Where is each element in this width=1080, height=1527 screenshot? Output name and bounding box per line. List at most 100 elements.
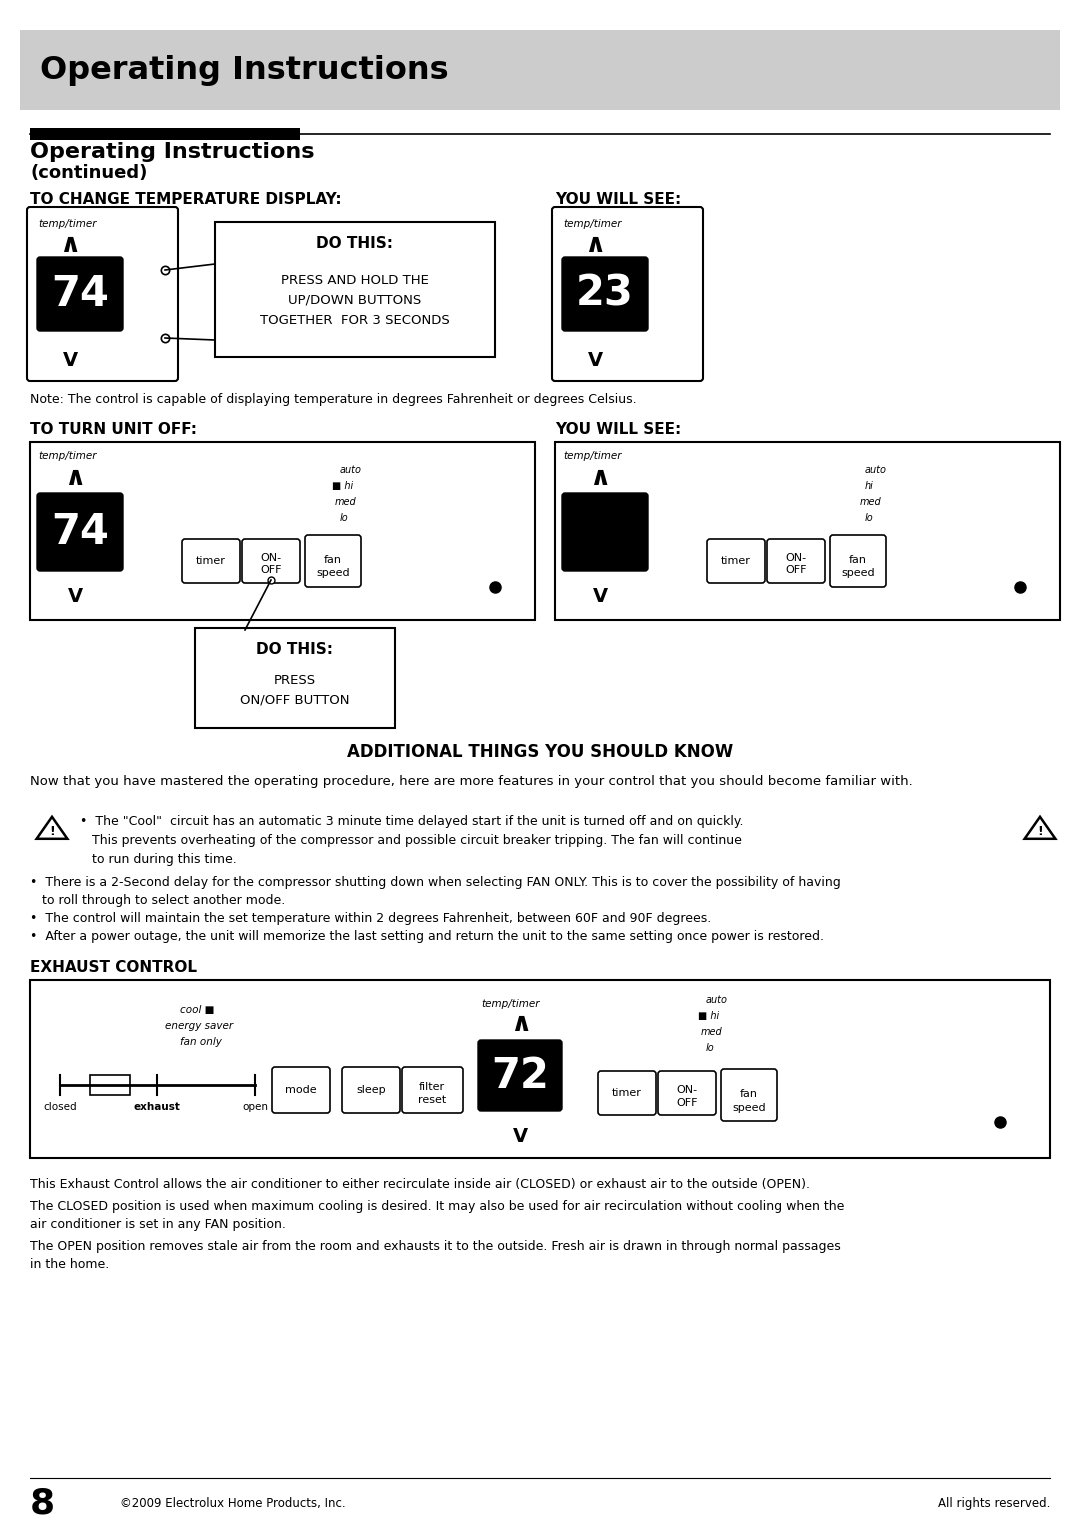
Text: auto: auto xyxy=(865,466,887,475)
Text: closed: closed xyxy=(43,1102,77,1112)
FancyBboxPatch shape xyxy=(305,534,361,586)
Polygon shape xyxy=(1025,817,1055,838)
Text: reset: reset xyxy=(418,1095,446,1106)
Text: exhaust: exhaust xyxy=(134,1102,180,1112)
Text: Note: The control is capable of displaying temperature in degrees Fahrenheit or : Note: The control is capable of displayi… xyxy=(30,394,636,406)
Text: TO CHANGE TEMPERATURE DISPLAY:: TO CHANGE TEMPERATURE DISPLAY: xyxy=(30,192,341,208)
Text: TO TURN UNIT OFF:: TO TURN UNIT OFF: xyxy=(30,423,197,438)
Text: med: med xyxy=(335,496,356,507)
Text: timer: timer xyxy=(197,556,226,567)
FancyBboxPatch shape xyxy=(30,441,535,620)
Text: timer: timer xyxy=(721,556,751,567)
FancyBboxPatch shape xyxy=(562,493,648,571)
Text: ∧: ∧ xyxy=(584,232,606,258)
Text: OFF: OFF xyxy=(785,565,807,576)
Text: ©2009 Electrolux Home Products, Inc.: ©2009 Electrolux Home Products, Inc. xyxy=(120,1498,346,1510)
Text: 74: 74 xyxy=(51,512,109,553)
Bar xyxy=(30,128,300,140)
Text: med: med xyxy=(701,1028,723,1037)
Text: temp/timer: temp/timer xyxy=(563,450,621,461)
Text: cool ■: cool ■ xyxy=(180,1005,214,1015)
Text: All rights reserved.: All rights reserved. xyxy=(937,1498,1050,1510)
Text: V: V xyxy=(588,351,603,370)
Text: lo: lo xyxy=(865,513,874,524)
FancyBboxPatch shape xyxy=(242,539,300,583)
Text: filter: filter xyxy=(419,1083,445,1092)
Text: mode: mode xyxy=(285,1086,316,1095)
FancyBboxPatch shape xyxy=(30,980,1050,1157)
Text: V: V xyxy=(512,1127,527,1145)
Text: Operating Instructions: Operating Instructions xyxy=(40,55,448,86)
Text: energy saver: energy saver xyxy=(165,1022,233,1031)
Text: This Exhaust Control allows the air conditioner to either recirculate inside air: This Exhaust Control allows the air cond… xyxy=(30,1177,810,1191)
Text: OFF: OFF xyxy=(676,1098,698,1109)
FancyBboxPatch shape xyxy=(658,1070,716,1115)
Text: •  There is a 2-Second delay for the compressor shutting down when selecting FAN: • There is a 2-Second delay for the comp… xyxy=(30,876,840,907)
Text: 8: 8 xyxy=(30,1487,55,1521)
FancyBboxPatch shape xyxy=(27,208,178,382)
Text: temp/timer: temp/timer xyxy=(38,218,96,229)
Text: fan: fan xyxy=(324,554,342,565)
FancyBboxPatch shape xyxy=(767,539,825,583)
Text: speed: speed xyxy=(841,568,875,579)
Text: V: V xyxy=(63,351,78,370)
FancyBboxPatch shape xyxy=(552,208,703,382)
Text: temp/timer: temp/timer xyxy=(481,999,540,1009)
Text: temp/timer: temp/timer xyxy=(563,218,621,229)
Text: ON-: ON- xyxy=(785,553,807,563)
Text: !: ! xyxy=(1037,825,1043,838)
FancyBboxPatch shape xyxy=(402,1067,463,1113)
Text: speed: speed xyxy=(316,568,350,579)
Text: (continued): (continued) xyxy=(30,163,147,182)
Text: The OPEN position removes stale air from the room and exhausts it to the outside: The OPEN position removes stale air from… xyxy=(30,1240,840,1270)
Text: DO THIS:: DO THIS: xyxy=(316,237,393,252)
Text: PRESS
ON/OFF BUTTON: PRESS ON/OFF BUTTON xyxy=(240,673,350,707)
FancyBboxPatch shape xyxy=(21,31,1059,110)
FancyBboxPatch shape xyxy=(37,257,123,331)
Text: OFF: OFF xyxy=(260,565,282,576)
FancyBboxPatch shape xyxy=(555,441,1059,620)
Text: 74: 74 xyxy=(51,273,109,315)
Bar xyxy=(90,1075,130,1095)
Text: ON-: ON- xyxy=(676,1086,698,1095)
Text: •  After a power outage, the unit will memorize the last setting and return the : • After a power outage, the unit will me… xyxy=(30,930,824,944)
Text: ∧: ∧ xyxy=(65,466,85,492)
Text: lo: lo xyxy=(706,1043,715,1054)
FancyBboxPatch shape xyxy=(721,1069,777,1121)
Text: EXHAUST CONTROL: EXHAUST CONTROL xyxy=(30,960,197,976)
Text: YOU WILL SEE:: YOU WILL SEE: xyxy=(555,423,681,438)
Text: •  The "Cool"  circuit has an automatic 3 minute time delayed start if the unit : • The "Cool" circuit has an automatic 3 … xyxy=(80,815,743,866)
FancyBboxPatch shape xyxy=(195,628,395,728)
Text: Operating Instructions: Operating Instructions xyxy=(30,142,314,162)
Text: ■ hi: ■ hi xyxy=(332,481,353,492)
Text: ∧: ∧ xyxy=(511,1011,531,1037)
Text: YOU WILL SEE:: YOU WILL SEE: xyxy=(555,192,681,208)
Text: fan only: fan only xyxy=(180,1037,221,1048)
Polygon shape xyxy=(37,817,67,838)
Text: speed: speed xyxy=(732,1102,766,1113)
Text: auto: auto xyxy=(340,466,362,475)
Text: Now that you have mastered the operating procedure, here are more features in yo: Now that you have mastered the operating… xyxy=(30,776,913,788)
FancyBboxPatch shape xyxy=(707,539,765,583)
Text: ■ hi: ■ hi xyxy=(698,1011,719,1022)
Text: lo: lo xyxy=(340,513,349,524)
Text: V: V xyxy=(593,588,608,606)
FancyBboxPatch shape xyxy=(598,1070,656,1115)
Text: ON-: ON- xyxy=(260,553,282,563)
Text: The CLOSED position is used when maximum cooling is desired. It may also be used: The CLOSED position is used when maximum… xyxy=(30,1200,845,1231)
Text: open: open xyxy=(242,1102,268,1112)
FancyBboxPatch shape xyxy=(272,1067,330,1113)
Text: V: V xyxy=(67,588,82,606)
FancyBboxPatch shape xyxy=(342,1067,400,1113)
Text: timer: timer xyxy=(612,1089,642,1098)
Text: 72: 72 xyxy=(491,1055,549,1096)
Text: 23: 23 xyxy=(576,273,634,315)
Text: ∧: ∧ xyxy=(59,232,81,258)
FancyBboxPatch shape xyxy=(562,257,648,331)
FancyBboxPatch shape xyxy=(37,493,123,571)
Text: ∧: ∧ xyxy=(590,466,610,492)
Text: temp/timer: temp/timer xyxy=(38,450,96,461)
FancyBboxPatch shape xyxy=(183,539,240,583)
Text: auto: auto xyxy=(706,996,728,1005)
Text: •  The control will maintain the set temperature within 2 degrees Fahrenheit, be: • The control will maintain the set temp… xyxy=(30,912,712,925)
